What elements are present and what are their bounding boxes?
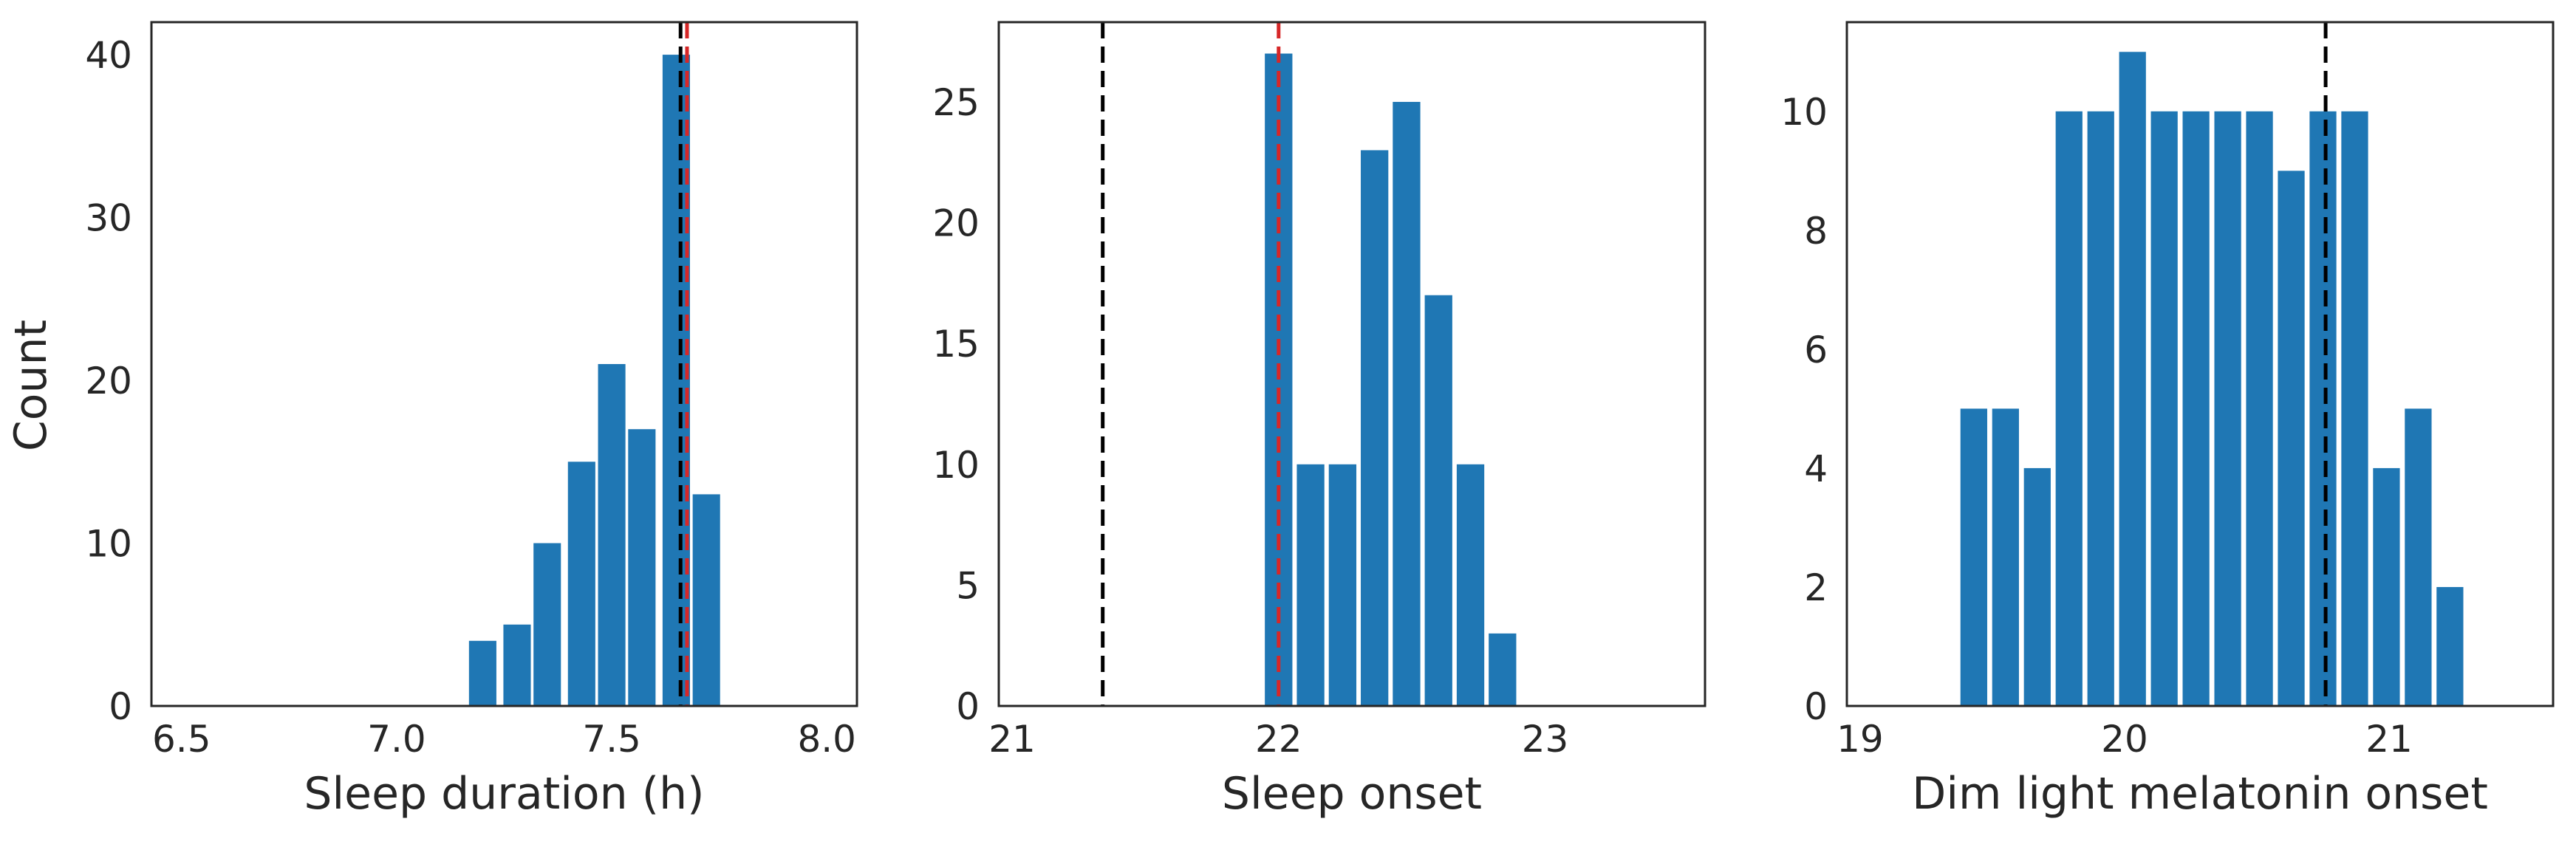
bar: [2373, 467, 2400, 706]
bar: [2150, 111, 2178, 707]
y-axis-label: Count: [5, 320, 57, 451]
bar: [1489, 633, 1517, 706]
plot-frame: [997, 21, 1706, 707]
y-tick-label: 8: [1804, 210, 1828, 253]
y-tick-label: 20: [85, 360, 132, 402]
bar: [1456, 464, 1485, 706]
panel-dlmo: 19 20 21 0 2 4 6 8 10 Dim light melatonin onset: [1780, 21, 2555, 820]
bar: [2119, 52, 2146, 707]
bar: [2405, 408, 2432, 706]
bar: [468, 640, 496, 706]
panel-sleep-onset: 21 22 23 0 5 10 15 20 25 Sleep onset: [932, 21, 1706, 820]
y-tick-label: 10: [85, 523, 132, 566]
y-tick-label: 10: [1780, 91, 1828, 134]
y-tick-label: 25: [932, 81, 980, 124]
bar: [1328, 464, 1357, 706]
plot-frame: [1845, 21, 2555, 707]
y-tick-label: 0: [956, 685, 980, 728]
x-tick-label: 20: [2101, 718, 2148, 761]
bar: [1296, 464, 1325, 706]
bar: [2246, 111, 2273, 707]
bar: [2023, 467, 2051, 706]
x-tick-label: 23: [1522, 718, 1569, 761]
bar: [2341, 111, 2368, 707]
x-tick-label: 22: [1255, 718, 1302, 761]
y-tick-label: 2: [1804, 566, 1828, 609]
bar: [2214, 111, 2241, 707]
x-tick-label: 21: [2365, 718, 2413, 761]
bar: [2087, 111, 2114, 707]
bar: [1393, 101, 1421, 706]
plot-frame: [150, 21, 858, 707]
bar: [1361, 150, 1389, 706]
x-tick-label: 7.5: [582, 718, 641, 761]
bar: [2182, 111, 2210, 707]
bar: [1960, 408, 1987, 706]
x-tick-label: 7.0: [367, 718, 426, 761]
y-tick-label: 10: [932, 444, 980, 487]
bar: [598, 364, 626, 706]
bar: [533, 543, 561, 706]
x-tick-label: 6.5: [152, 718, 211, 761]
bar: [1992, 408, 2019, 706]
panel-sleep-duration: 6.5 7.0 7.5 8.0 0 10 20 30 40 Sleep duration (h): [85, 21, 858, 820]
x-axis-label: Sleep duration (h): [304, 768, 704, 820]
bar: [2278, 171, 2305, 707]
bar: [503, 624, 531, 706]
y-tick-label: 0: [1804, 685, 1828, 728]
bar: [1424, 295, 1452, 706]
bar: [2309, 111, 2337, 707]
y-tick-label: 4: [1804, 447, 1828, 490]
bar: [628, 429, 656, 706]
bar: [567, 462, 595, 706]
bar: [692, 494, 720, 706]
y-tick-label: 30: [85, 197, 132, 240]
x-axis-label: Sleep onset: [1222, 768, 1482, 820]
y-tick-label: 15: [932, 323, 980, 366]
x-tick-label: 8.0: [797, 718, 856, 761]
x-tick-label: 21: [988, 718, 1036, 761]
x-axis-label: Dim light melatonin onset: [1912, 768, 2488, 820]
bar: [2055, 111, 2083, 707]
y-tick-label: 5: [956, 564, 980, 607]
bar: [2436, 586, 2464, 706]
x-tick-label: 19: [1837, 718, 1884, 761]
y-tick-label: 40: [85, 34, 132, 77]
y-tick-label: 6: [1804, 329, 1828, 371]
y-tick-label: 20: [932, 202, 980, 245]
y-tick-label: 0: [109, 685, 132, 728]
